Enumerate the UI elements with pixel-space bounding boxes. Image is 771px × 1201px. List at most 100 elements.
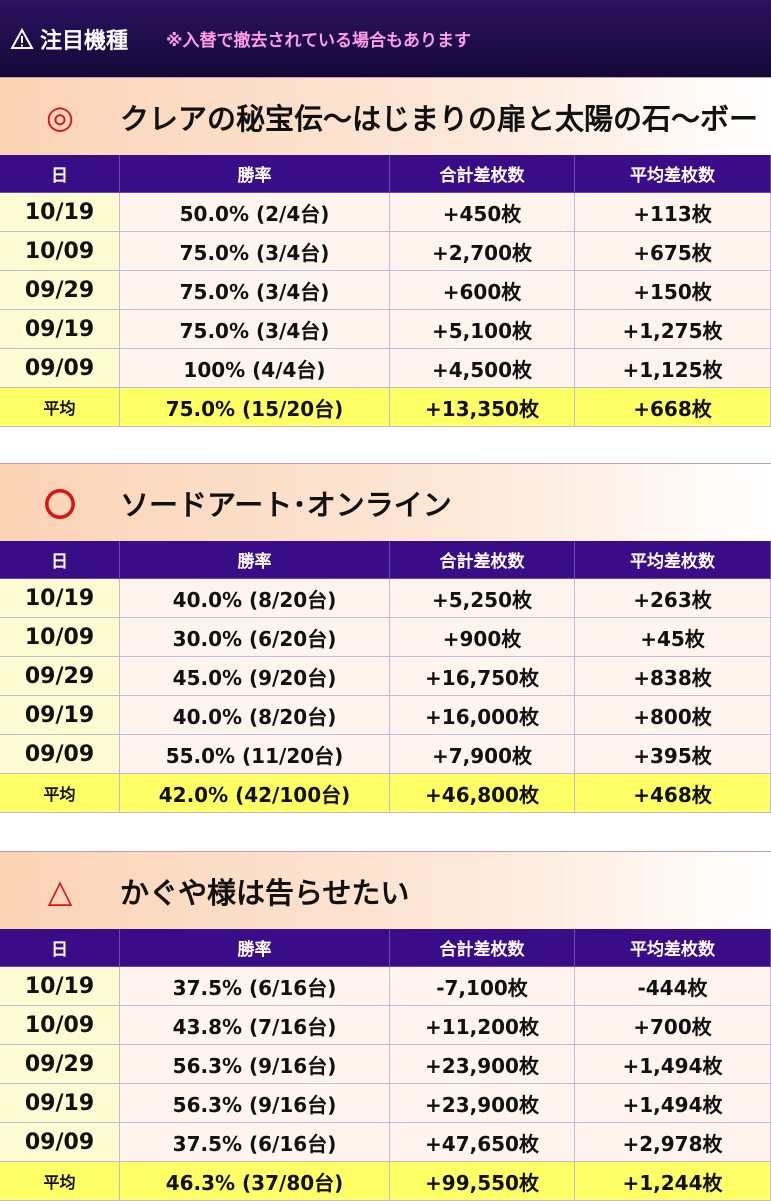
warning-icon bbox=[10, 27, 34, 49]
table-cell: 100% (4/4台) bbox=[120, 349, 390, 388]
table-cell: 09/09 bbox=[0, 735, 120, 774]
table-row: 09/19 56.3% (9/16台) +23,900枚 +1,494枚 bbox=[0, 1084, 771, 1123]
table-header: 日勝率 合計差枚数 平均差枚数 bbox=[0, 541, 771, 579]
table-row: 10/19 40.0% (8/20台) +5,250枚 +263枚 bbox=[0, 579, 771, 618]
average-cell: 平均 bbox=[0, 388, 120, 427]
table-cell: 75.0% (3/4台) bbox=[120, 232, 390, 271]
table-cell: 75.0% (3/4台) bbox=[120, 310, 390, 349]
column-header: 勝率 bbox=[120, 929, 390, 967]
column-header: 合計差枚数 bbox=[390, 541, 575, 579]
header-title: 注目機種 bbox=[40, 28, 129, 54]
machine-section: ◎ クレアの秘宝伝～はじまりの扉と太陽の石～ボー日勝率 合計差枚数 平均差枚数 10/1… bbox=[0, 77, 771, 427]
table-cell: 09/29 bbox=[0, 1045, 120, 1084]
table-cell: 09/09 bbox=[0, 1123, 120, 1162]
column-header: 勝率 bbox=[120, 541, 390, 579]
table-cell: 55.0% (11/20台) bbox=[120, 735, 390, 774]
table-row: 09/09 100% (4/4台) +4,500枚 +1,125枚 bbox=[0, 349, 771, 388]
rating-mark: 〇 bbox=[43, 485, 76, 524]
machine-section: 〇ソードアート･オンライン日勝率 合計差枚数 平均差枚数 10/19 40.0% (8/… bbox=[0, 463, 771, 813]
average-cell: 平均 bbox=[0, 1162, 120, 1201]
table-row: 09/29 75.0% (3/4台) +600枚 +150枚 bbox=[0, 271, 771, 310]
average-cell: 75.0% (15/20台) bbox=[120, 388, 390, 427]
average-cell: +99,550枚 bbox=[390, 1162, 575, 1201]
column-header: 平均差枚数 bbox=[575, 541, 771, 579]
average-cell: +668枚 bbox=[575, 388, 771, 427]
table-row: 09/19 40.0% (8/20台) +16,000枚 +800枚 bbox=[0, 696, 771, 735]
table-header: 日勝率 合計差枚数 平均差枚数 bbox=[0, 155, 771, 193]
column-header: 日 bbox=[0, 155, 120, 193]
machine-title: かぐや様は告らせたい bbox=[120, 875, 410, 910]
average-row: 平均 46.3% (37/80台) +99,550枚 +1,244枚 bbox=[0, 1162, 771, 1201]
column-header: 勝率 bbox=[120, 155, 390, 193]
average-cell: 46.3% (37/80台) bbox=[120, 1162, 390, 1201]
table-row: 09/09 55.0% (11/20台) +7,900枚 +395枚 bbox=[0, 735, 771, 774]
table-cell: 09/29 bbox=[0, 271, 120, 310]
table-row: 10/19 37.5% (6/16台) -7,100枚 -444枚 bbox=[0, 967, 771, 1006]
column-header: 平均差枚数 bbox=[575, 155, 771, 193]
table-cell: +900枚 bbox=[390, 618, 575, 657]
average-cell: 平均 bbox=[0, 774, 120, 813]
section-title-band: 〇 ソードアート･オンライン bbox=[0, 463, 771, 541]
table-cell: 10/09 bbox=[0, 232, 120, 271]
table-cell: +5,100枚 bbox=[390, 310, 575, 349]
table-cell: 09/09 bbox=[0, 349, 120, 388]
table-cell: +838枚 bbox=[575, 657, 771, 696]
table-row: 10/09 43.8% (7/16台) +11,200枚 +700枚 bbox=[0, 1006, 771, 1045]
table-cell: 40.0% (8/20台) bbox=[120, 579, 390, 618]
header-bar: 注目機種 ※入替で撤去されている場合もあります bbox=[0, 0, 771, 77]
table-cell: -7,100枚 bbox=[390, 967, 575, 1006]
header-notice: ※入替で撤去されている場合もあります bbox=[166, 31, 472, 51]
table-cell: 37.5% (6/16台) bbox=[120, 967, 390, 1006]
table-cell: +1,275枚 bbox=[575, 310, 771, 349]
rating-mark: ◎ bbox=[46, 97, 74, 136]
table-cell: +450枚 bbox=[390, 193, 575, 232]
spacer bbox=[0, 426, 771, 463]
table-cell: 10/19 bbox=[0, 193, 120, 232]
table-cell: +263枚 bbox=[575, 579, 771, 618]
table-cell: 10/19 bbox=[0, 579, 120, 618]
spacer bbox=[0, 812, 771, 851]
column-header: 合計差枚数 bbox=[390, 155, 575, 193]
average-row: 平均 42.0% (42/100台) +46,800枚 +468枚 bbox=[0, 774, 771, 813]
table-cell: 56.3% (9/16台) bbox=[120, 1084, 390, 1123]
column-header: 日 bbox=[0, 929, 120, 967]
table-cell: +23,900枚 bbox=[390, 1045, 575, 1084]
average-row: 平均 75.0% (15/20台) +13,350枚 +668枚 bbox=[0, 388, 771, 427]
table-cell: +2,700枚 bbox=[390, 232, 575, 271]
average-cell: 42.0% (42/100台) bbox=[120, 774, 390, 813]
table-cell: 09/19 bbox=[0, 1084, 120, 1123]
table-cell: +600枚 bbox=[390, 271, 575, 310]
table-cell: +675枚 bbox=[575, 232, 771, 271]
table-row: 09/29 45.0% (9/20台) +16,750枚 +838枚 bbox=[0, 657, 771, 696]
rating-mark: △ bbox=[47, 871, 73, 910]
machine-title: クレアの秘宝伝～はじまりの扉と太陽の石～ボー bbox=[120, 101, 759, 136]
table-row: 09/19 75.0% (3/4台) +5,100枚 +1,275枚 bbox=[0, 310, 771, 349]
table-cell: -444枚 bbox=[575, 967, 771, 1006]
table-cell: 40.0% (8/20台) bbox=[120, 696, 390, 735]
machine-section: △ かぐや様は告らせたい日勝率 合計差枚数 平均差枚数 10/19 37.5% (6/16… bbox=[0, 851, 771, 1201]
average-cell: +46,800枚 bbox=[390, 774, 575, 813]
table-cell: +16,000枚 bbox=[390, 696, 575, 735]
table-row: 10/09 75.0% (3/4台) +2,700枚 +675枚 bbox=[0, 232, 771, 271]
table-cell: +5,250枚 bbox=[390, 579, 575, 618]
table-cell: +7,900枚 bbox=[390, 735, 575, 774]
average-cell: +1,244枚 bbox=[575, 1162, 771, 1201]
table-header: 日勝率 合計差枚数 平均差枚数 bbox=[0, 929, 771, 967]
table-cell: 37.5% (6/16台) bbox=[120, 1123, 390, 1162]
table-cell: +45枚 bbox=[575, 618, 771, 657]
table-cell: 10/19 bbox=[0, 967, 120, 1006]
table-cell: +16,750枚 bbox=[390, 657, 575, 696]
table-cell: 10/09 bbox=[0, 618, 120, 657]
table-row: 10/09 30.0% (6/20台) +900枚 +45枚 bbox=[0, 618, 771, 657]
table-cell: +47,650枚 bbox=[390, 1123, 575, 1162]
average-cell: +13,350枚 bbox=[390, 388, 575, 427]
table-cell: 30.0% (6/20台) bbox=[120, 618, 390, 657]
sections: ◎ クレアの秘宝伝～はじまりの扉と太陽の石～ボー日勝率 合計差枚数 平均差枚数 10/1… bbox=[0, 77, 771, 1201]
table-cell: +4,500枚 bbox=[390, 349, 575, 388]
table-cell: +1,494枚 bbox=[575, 1045, 771, 1084]
table-cell: +150枚 bbox=[575, 271, 771, 310]
column-header: 日 bbox=[0, 541, 120, 579]
table-cell: 10/09 bbox=[0, 1006, 120, 1045]
column-header: 平均差枚数 bbox=[575, 929, 771, 967]
